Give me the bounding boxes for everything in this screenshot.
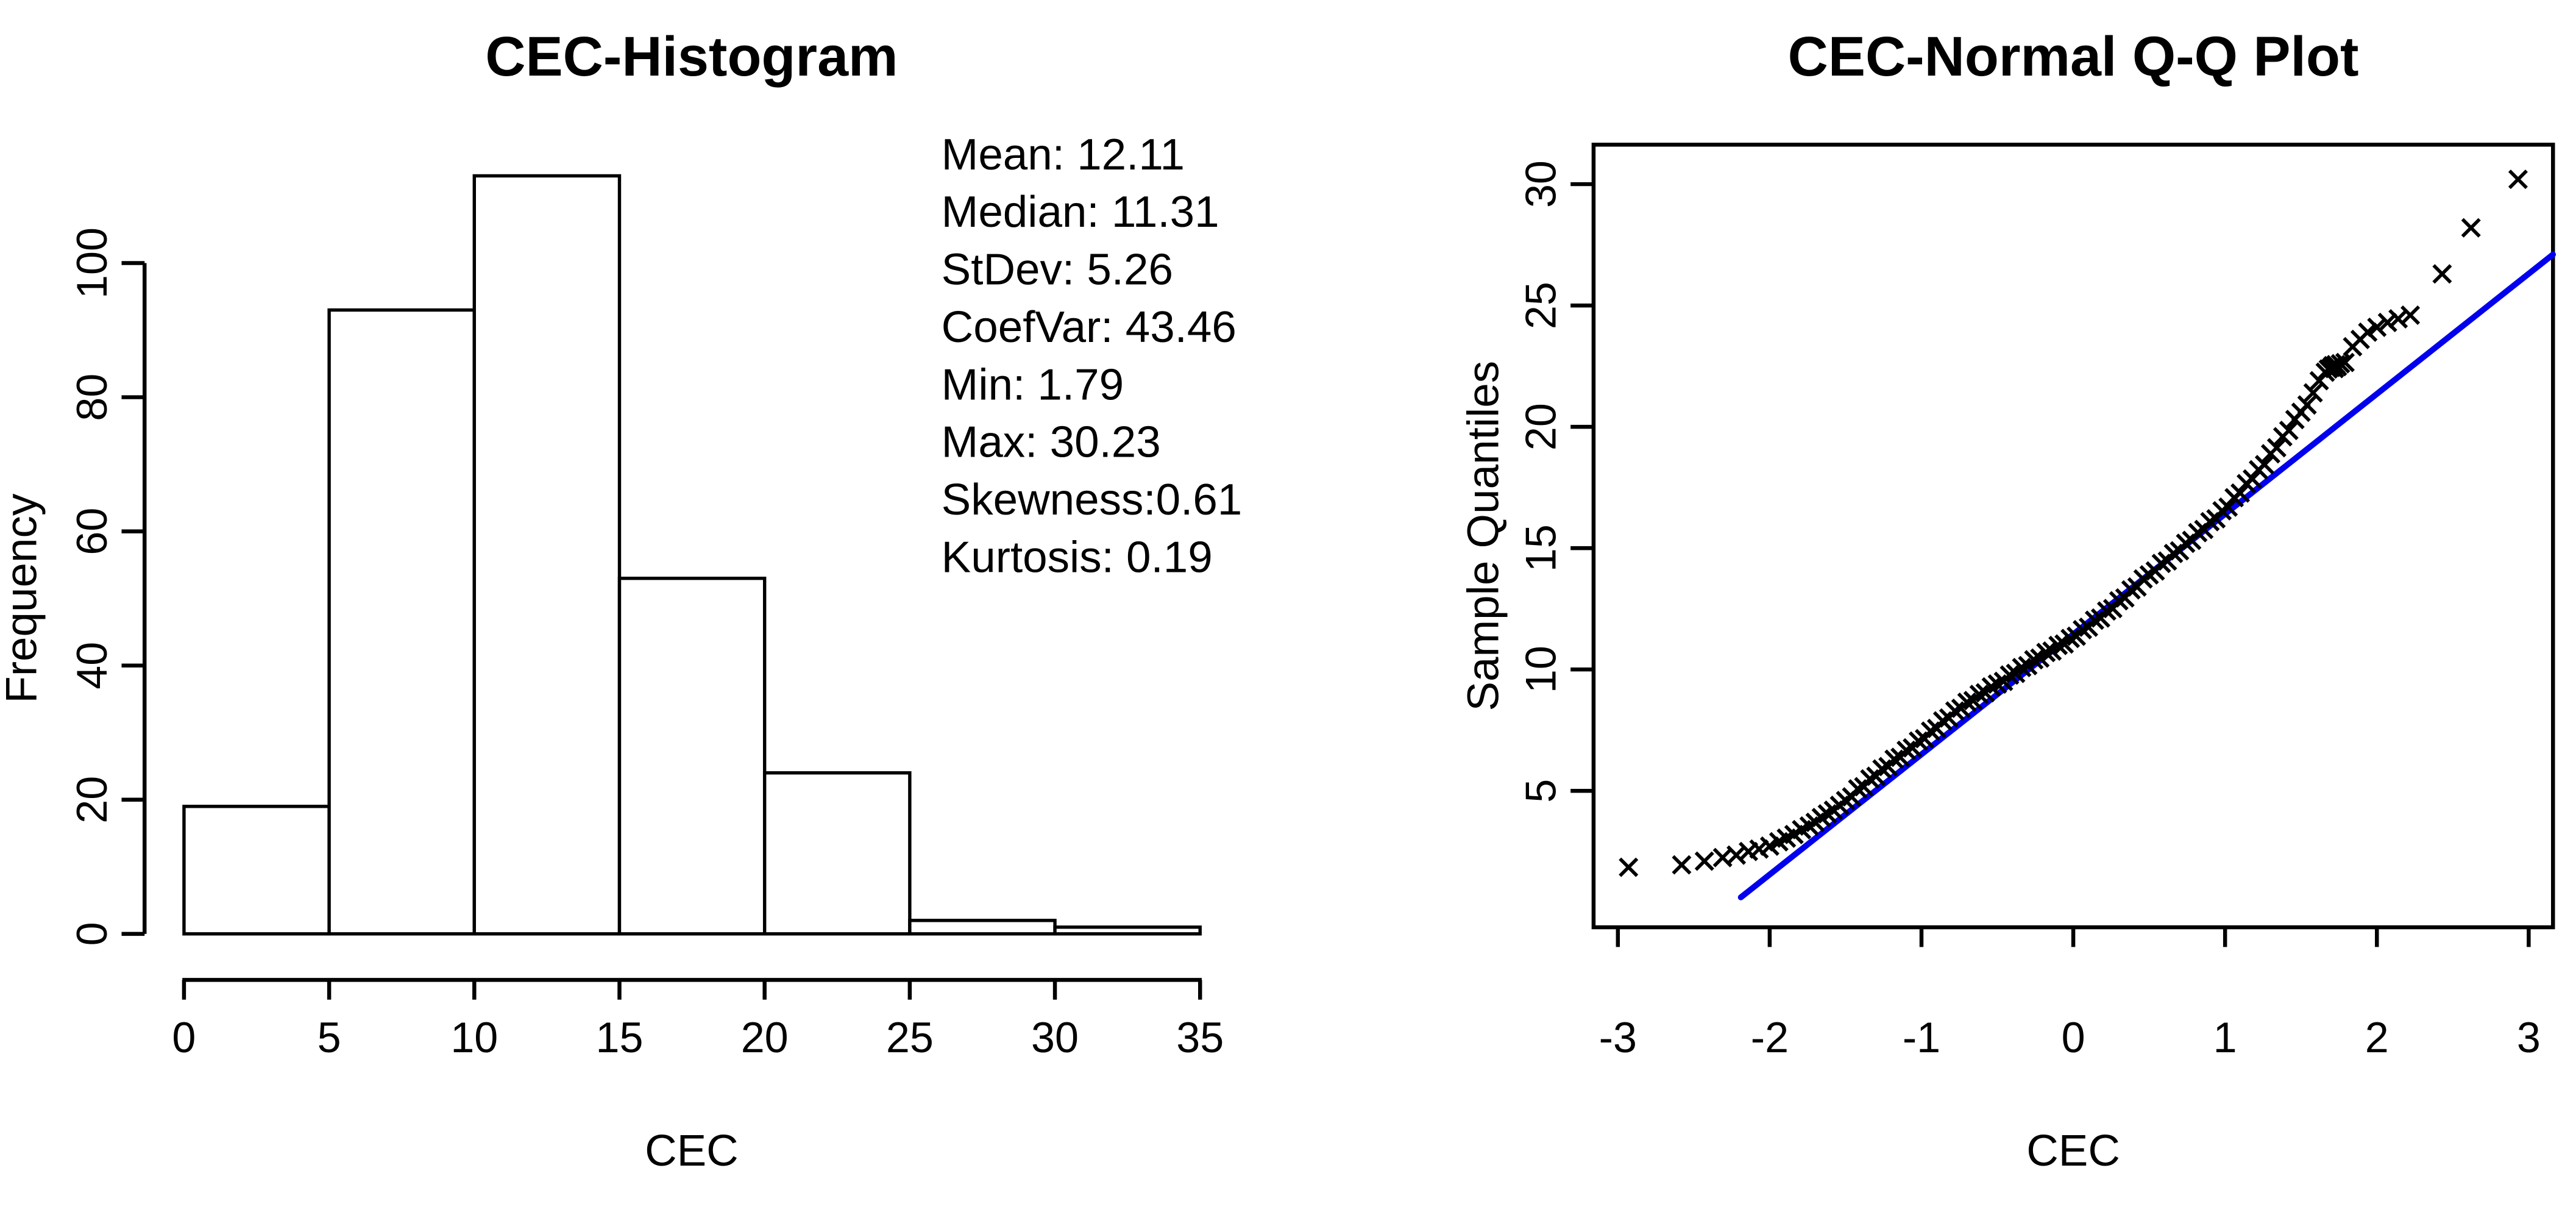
qq-points-group [1619, 169, 2528, 877]
qq-point [2377, 312, 2397, 332]
qq-x-tick-label: 1 [2213, 1014, 2237, 1061]
histogram-bar [182, 805, 331, 936]
histogram-x-tick-label: 30 [1031, 1014, 1079, 1061]
stat-mean: Mean: 12.11 [942, 130, 1185, 179]
qq-point [1726, 845, 1747, 865]
histogram-x-tick-label: 10 [450, 1014, 498, 1061]
histogram-y-tick-label: 60 [68, 508, 116, 555]
qq-y-tick-label: 10 [1517, 646, 1565, 693]
stat-coefvar: CoefVar: 43.46 [942, 302, 1237, 352]
qq-y-tick-label: 20 [1517, 403, 1565, 451]
qq-plot-box [1591, 143, 2555, 930]
histogram-y-axis-label: Frequency [0, 493, 46, 704]
histogram-bar [472, 174, 622, 936]
histogram-y-tick-label: 80 [68, 374, 116, 421]
qq-point [2048, 635, 2068, 655]
qq-point [2036, 643, 2056, 663]
histogram-y-tick-label: 20 [68, 776, 116, 824]
qq-point [2060, 629, 2081, 649]
qq-x-axis-label: CEC [2026, 1126, 2120, 1175]
qq-point [2400, 305, 2421, 326]
histogram-bars [182, 174, 1202, 936]
qq-point [1884, 749, 1904, 769]
qq-point [2073, 619, 2093, 640]
qq-x-tick-label: -2 [1751, 1014, 1789, 1061]
qq-point [2432, 264, 2452, 284]
histogram-y-tick-label: 100 [68, 227, 116, 299]
qq-point [2084, 610, 2104, 630]
qq-point [2266, 438, 2287, 458]
qq-point [2388, 308, 2408, 329]
qq-point [2279, 421, 2299, 441]
qq-point [1619, 857, 1639, 877]
qq-point [2303, 383, 2323, 403]
summary-stats-block: Mean: 12.11 Median: 11.31 StDev: 5.26 Co… [942, 130, 1243, 582]
histogram-x-tick-label: 20 [741, 1014, 789, 1061]
stat-kurtosis: Kurtosis: 0.19 [942, 533, 1213, 582]
stat-stdev: StDev: 5.26 [942, 245, 1173, 294]
stat-max: Max: 30.23 [942, 418, 1161, 467]
qq-point [1999, 665, 2020, 685]
qq-point [2330, 354, 2351, 374]
qq-x-tick-label: 0 [2062, 1014, 2085, 1061]
histogram-x-axis-label: CEC [645, 1126, 739, 1175]
qq-y-axis: 5 10 15 20 25 30 [1517, 160, 1594, 803]
histogram-bar [617, 576, 767, 936]
qq-point [2367, 317, 2387, 337]
histogram-y-tick-label: 40 [68, 642, 116, 689]
qq-y-tick-label: 30 [1517, 160, 1565, 208]
histogram-title: CEC-Histogram [485, 26, 898, 88]
histogram-x-tick-label: 35 [1176, 1014, 1224, 1061]
qq-y-tick-label: 25 [1517, 282, 1565, 329]
stat-skewness: Skewness:0.61 [942, 475, 1243, 524]
qq-point [2358, 322, 2378, 342]
qq-point [1987, 674, 2007, 694]
qq-point [2508, 169, 2528, 190]
qq-y-tick-label: 5 [1517, 779, 1565, 803]
qq-x-tick-label: 2 [2365, 1014, 2389, 1061]
histogram-bar [1053, 925, 1202, 936]
histogram-x-tick-label: 0 [172, 1014, 196, 1061]
stat-median: Median: 11.31 [942, 187, 1219, 237]
qq-point [1945, 701, 1965, 721]
qq-y-tick-label: 15 [1517, 524, 1565, 572]
qq-point [2335, 352, 2355, 372]
qq-point [1957, 692, 1977, 712]
histogram-x-tick-label: 5 [318, 1014, 341, 1061]
qq-point [1694, 851, 1714, 871]
qq-point [2461, 218, 2481, 238]
histogram-bar [327, 308, 476, 936]
histogram-y-axis: 0 20 40 60 80 100 [68, 227, 147, 946]
histogram-bar [908, 919, 1057, 936]
qq-x-tick-label: -3 [1599, 1014, 1637, 1061]
qq-point [2297, 395, 2317, 415]
histogram-y-tick-label: 0 [68, 922, 116, 946]
qq-point [1672, 855, 1692, 875]
qq-point [2254, 455, 2274, 475]
qq-plot-panel: CEC-Normal Q-Q Plot 5 10 15 20 25 30 -3 -2 -1 0 1… [1459, 26, 2556, 1175]
qq-point [1897, 740, 1917, 760]
qq-point [2012, 657, 2032, 678]
histogram-bar [762, 771, 912, 936]
qq-x-tick-label: 3 [2517, 1014, 2541, 1061]
histogram-panel: CEC-Histogram 0 20 40 60 80 100 0 5 10 15 20 25 30 3… [0, 26, 1242, 1175]
qq-title: CEC-Normal Q-Q Plot [1788, 26, 2359, 88]
qq-x-tick-label: -1 [1903, 1014, 1940, 1061]
qq-x-axis: -3 -2 -1 0 1 2 3 [1599, 927, 2541, 1061]
qq-y-axis-label: Sample Quantiles [1459, 361, 1508, 711]
histogram-x-tick-label: 15 [596, 1014, 644, 1061]
histogram-x-tick-label: 25 [886, 1014, 934, 1061]
qq-point [2024, 650, 2044, 670]
histogram-x-axis: 0 5 10 15 20 25 30 35 [172, 978, 1224, 1061]
qq-point [1969, 685, 1989, 705]
stat-min: Min: 1.79 [942, 360, 1124, 409]
